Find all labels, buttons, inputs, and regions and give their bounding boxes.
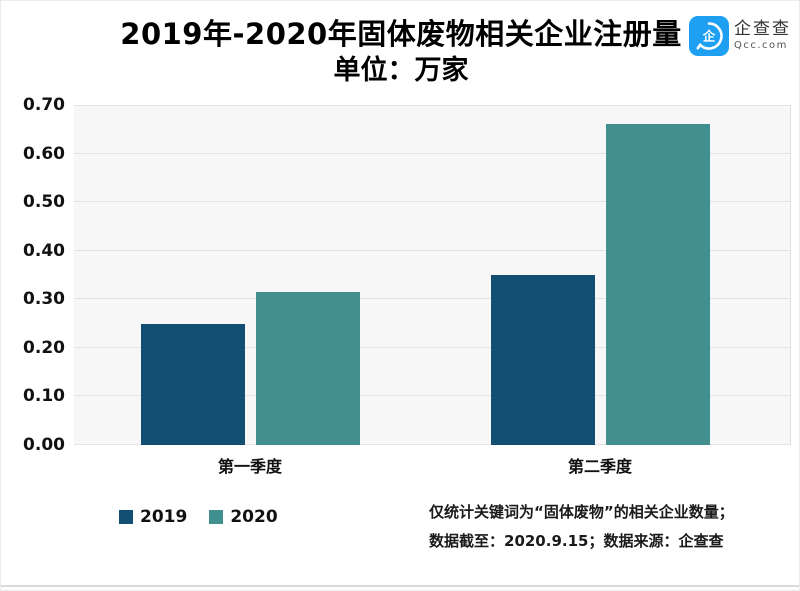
chart-subtitle-unit: 单位：万家: [333, 55, 469, 86]
footnote-line1: 仅统计关键词为“固体废物”的相关企业数量；: [429, 503, 734, 521]
bar-2020-第一季度: [256, 292, 360, 445]
gridline: [74, 298, 790, 299]
x-tick-label: 第二季度: [567, 457, 632, 476]
svg-text:企: 企: [702, 29, 716, 44]
gridline: [74, 444, 790, 445]
y-axis: 0.00 0.10 0.20 0.30 0.40 0.50 0.60 0.70: [1, 95, 65, 455]
legend-item-2019: 2019: [119, 507, 187, 527]
gridline: [74, 201, 790, 202]
x-tick-label: 第一季度: [217, 457, 282, 476]
legend-swatch-2020: [209, 510, 224, 524]
legend-label-2019: 2019: [140, 507, 188, 527]
y-tick-label: 0.20: [23, 338, 65, 358]
qichacha-logo-icon: 企: [689, 16, 729, 56]
gridline: [74, 153, 790, 154]
y-tick-label: 0.70: [23, 95, 65, 115]
legend-label-2020: 2020: [230, 507, 278, 527]
chart-title: 2019年-2020年固体废物相关企业注册量: [120, 17, 682, 51]
y-tick-label: 0.50: [23, 192, 65, 212]
bar-2020-第二季度: [606, 124, 710, 445]
y-tick-label: 0.60: [23, 144, 65, 164]
plot-area: [74, 105, 791, 445]
y-tick-label: 0.30: [23, 289, 65, 309]
bar-2019-第一季度: [141, 324, 245, 445]
legend-item-2020: 2020: [209, 507, 278, 527]
y-tick-label: 0.00: [23, 435, 65, 455]
gridline: [74, 347, 790, 348]
y-tick-label: 0.10: [23, 386, 65, 406]
chart-title-block: 2019年-2020年固体废物相关企业注册量 单位：万家: [1, 15, 800, 89]
qichacha-logo: 企 企查查 Qcc.com: [689, 16, 791, 56]
legend: 2019 2020: [119, 507, 278, 527]
legend-swatch-2019: [119, 510, 133, 524]
qichacha-logo-name-cn: 企查查: [734, 19, 791, 39]
bar-2019-第二季度: [491, 275, 595, 445]
gridline: [74, 395, 790, 396]
y-tick-label: 0.40: [23, 241, 65, 261]
footnote-line2: 数据截至：2020.9.15；数据来源：企查查: [429, 532, 724, 550]
bottom-border: [1, 585, 799, 587]
gridline: [74, 250, 790, 251]
qichacha-logo-text: 企查查 Qcc.com: [734, 21, 791, 51]
footnote: 仅统计关键词为“固体废物”的相关企业数量； 数据截至：2020.9.15；数据来…: [429, 498, 794, 556]
gridline: [74, 105, 790, 106]
qichacha-logo-name-en: Qcc.com: [734, 40, 788, 51]
